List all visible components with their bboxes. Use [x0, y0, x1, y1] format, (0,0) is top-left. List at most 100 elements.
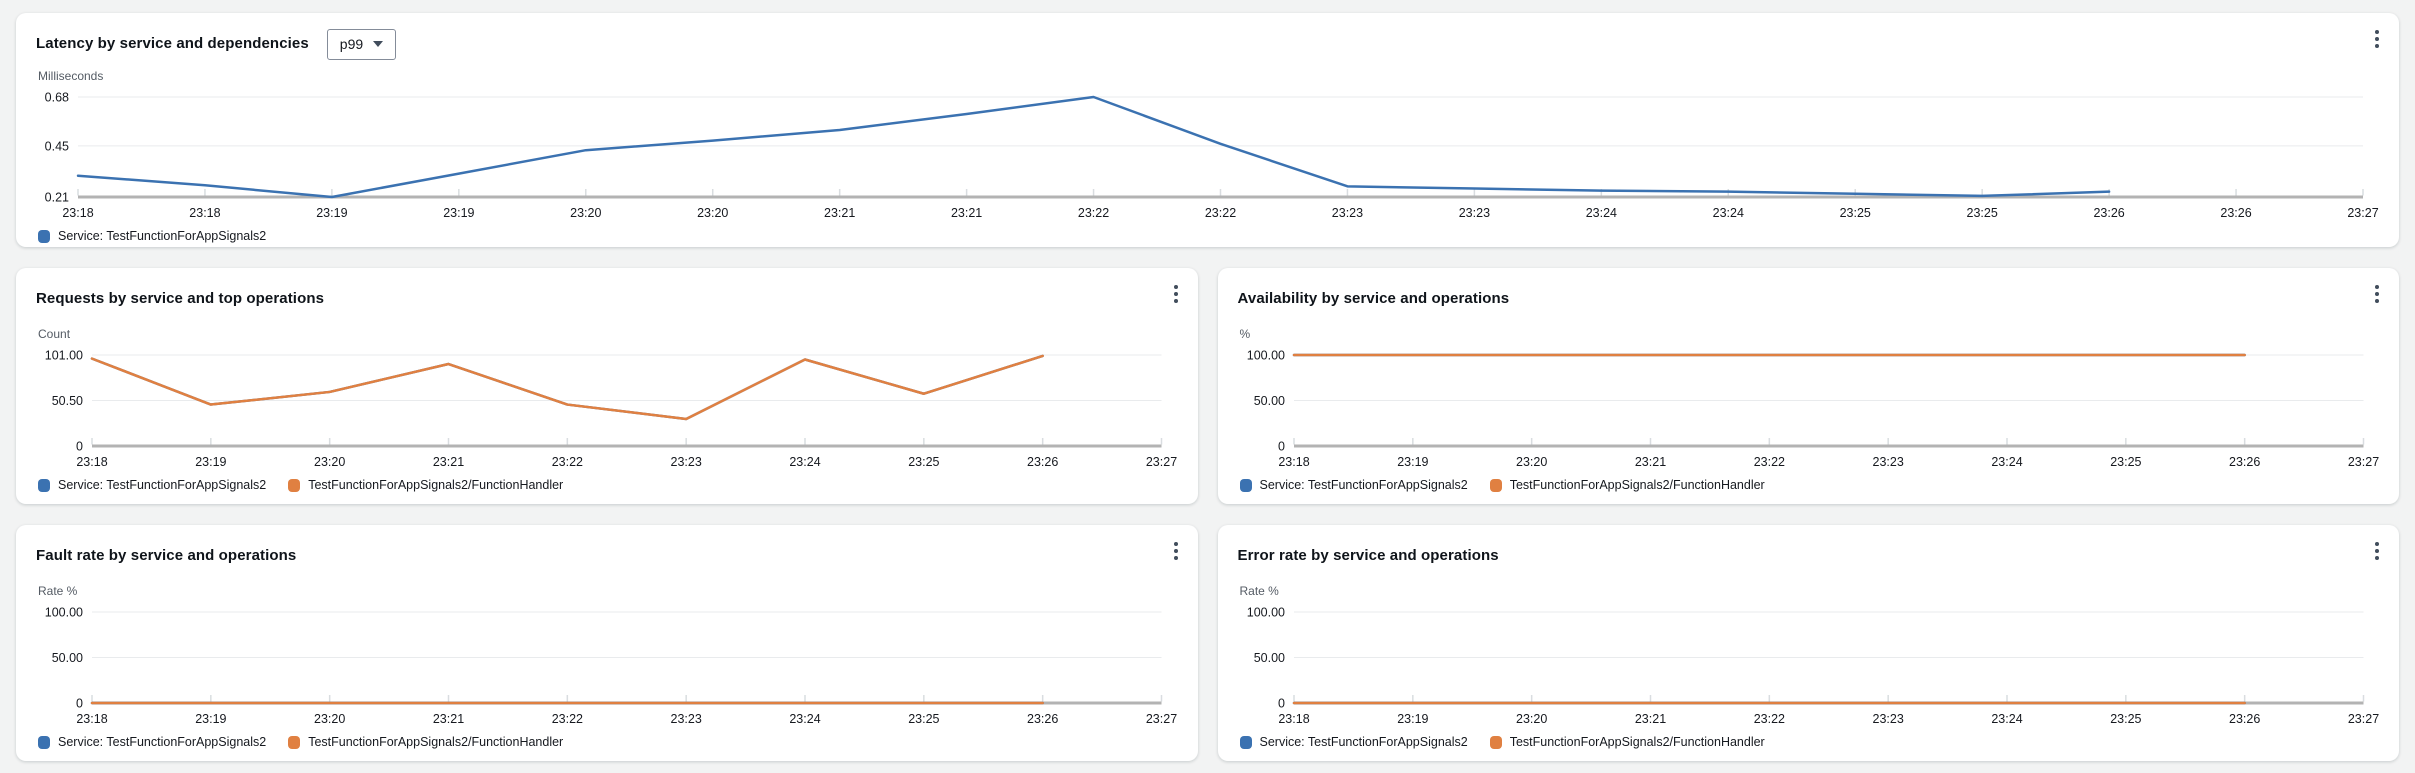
chart-legend: Service: TestFunctionForAppSignals2 TestF… [38, 478, 1178, 492]
kebab-dot-icon [2375, 30, 2379, 34]
requests-widget: Requests by service and top operations C… [16, 268, 1198, 504]
widget-header: Requests by service and top operations [36, 284, 1178, 314]
widget-title: Requests by service and top operations [36, 290, 325, 307]
x-tick-label: 23:23 [671, 455, 702, 469]
chart-legend: Service: TestFunctionForAppSignals2 TestF… [1239, 735, 2380, 749]
x-tick-label: 23:19 [1397, 455, 1428, 469]
x-tick-label: 23:22 [552, 455, 583, 469]
fault-rate-widget: Fault rate by service and operations Rat… [16, 525, 1198, 761]
legend-marker-icon [288, 735, 301, 749]
x-tick-label: 23:26 [1027, 455, 1058, 469]
widget-title: Error rate by service and operations [1237, 547, 1499, 564]
y-tick-label: 0 [1278, 697, 1285, 711]
legend-item[interactable]: Service: TestFunctionForAppSignals2 [1239, 478, 1468, 492]
legend-item[interactable]: Service: TestFunctionForAppSignals2 [1239, 735, 1468, 749]
percentile-select[interactable]: p99 [326, 28, 397, 60]
legend-item[interactable]: Service: TestFunctionForAppSignals2 [38, 478, 266, 492]
widget-title: Fault rate by service and operations [36, 547, 297, 564]
x-tick-label: 23:24 [1713, 206, 1744, 220]
x-tick-label: 23:19 [195, 712, 226, 726]
x-tick-label: 23:18 [62, 206, 93, 220]
x-tick-label: 23:26 [2229, 455, 2260, 469]
chart-legend: Service: TestFunctionForAppSignals2 [38, 229, 2379, 243]
widget-menu-button[interactable] [2367, 535, 2387, 567]
widget-header: Availability by service and operations [1238, 284, 2380, 314]
x-tick-label: 23:20 [314, 455, 345, 469]
widget-menu-button[interactable] [1166, 535, 1186, 567]
percentile-select-value: p99 [339, 36, 364, 52]
chart-legend: Service: TestFunctionForAppSignals2 TestF… [1239, 478, 2380, 492]
widget-title: Latency by service and dependencies [36, 35, 309, 52]
x-tick-label: 23:19 [316, 206, 347, 220]
legend-marker-icon [1239, 478, 1252, 492]
x-tick-label: 23:26 [2093, 206, 2124, 220]
legend-label: TestFunctionForAppSignals2/FunctionHandl… [308, 735, 564, 749]
x-tick-label: 23:21 [1634, 712, 1665, 726]
fault-rate-chart[interactable]: 100.00 50.00 023:18 23:19 23:20 23:21 23:22 23:… [36, 604, 1178, 729]
x-tick-label: 23:21 [1634, 455, 1665, 469]
x-tick-label: 23:26 [2229, 712, 2260, 726]
kebab-dot-icon [2375, 37, 2379, 41]
x-tick-label: 23:18 [1278, 455, 1309, 469]
legend-item[interactable]: Service: TestFunctionForAppSignals2 [38, 735, 266, 749]
y-tick-label: 0.68 [45, 91, 69, 105]
x-tick-label: 23:22 [552, 712, 583, 726]
legend-marker-icon [288, 478, 301, 492]
y-tick-label: 50.00 [1253, 651, 1284, 665]
requests-chart[interactable]: 101.00 50.50 023:18 23:19 23:20 23:21 23:22 23:… [36, 347, 1178, 472]
legend-item[interactable]: Service: TestFunctionForAppSignals2 [38, 229, 266, 243]
kebab-dot-icon [2375, 292, 2379, 296]
y-axis-unit-label: % [1239, 327, 1251, 341]
y-tick-label: 0.45 [45, 139, 69, 153]
x-tick-label: 23:21 [433, 712, 464, 726]
x-tick-label: 23:26 [1027, 712, 1058, 726]
x-tick-label: 23:27 [2347, 206, 2378, 220]
y-tick-label: 50.50 [52, 394, 83, 408]
x-tick-label: 23:20 [1516, 455, 1547, 469]
legend-label: TestFunctionForAppSignals2/FunctionHandl… [1509, 735, 1765, 749]
x-tick-label: 23:24 [1991, 712, 2022, 726]
x-tick-label: 23:18 [189, 206, 220, 220]
x-tick-label: 23:24 [789, 712, 820, 726]
x-tick-label: 23:27 [2347, 455, 2378, 469]
widget-menu-button[interactable] [1166, 278, 1186, 310]
legend-item[interactable]: TestFunctionForAppSignals2/FunctionHandl… [1489, 735, 1765, 749]
x-tick-label: 23:23 [1332, 206, 1363, 220]
legend-label: TestFunctionForAppSignals2/FunctionHandl… [308, 478, 564, 492]
x-tick-label: 23:22 [1078, 206, 1109, 220]
x-tick-label: 23:20 [1516, 712, 1547, 726]
x-tick-label: 23:25 [908, 455, 939, 469]
x-tick-label: 23:22 [1753, 455, 1784, 469]
widget-menu-button[interactable] [2367, 278, 2387, 310]
x-tick-label: 23:27 [1146, 712, 1177, 726]
y-axis-unit-label: Rate % [1239, 584, 1279, 598]
error-rate-chart[interactable]: 100.00 50.00 023:18 23:19 23:20 23:21 23:22 23:… [1238, 604, 2380, 729]
legend-marker-icon [38, 735, 50, 749]
legend-item[interactable]: TestFunctionForAppSignals2/FunctionHandl… [288, 735, 563, 749]
y-tick-label: 50.00 [1253, 394, 1284, 408]
kebab-dot-icon [2375, 285, 2379, 289]
x-tick-label: 23:25 [2110, 712, 2141, 726]
widget-menu-button[interactable] [2367, 23, 2387, 55]
legend-label: Service: TestFunctionForAppSignals2 [58, 229, 267, 243]
legend-label: Service: TestFunctionForAppSignals2 [1259, 478, 1468, 492]
caret-down-icon [373, 41, 384, 47]
widget-title: Availability by service and operations [1237, 290, 1510, 307]
x-tick-label: 23:23 [1872, 712, 1903, 726]
legend-label: Service: TestFunctionForAppSignals2 [1259, 735, 1468, 749]
error-rate-widget: Error rate by service and operations Rat… [1217, 525, 2399, 761]
y-tick-label: 100.00 [45, 606, 83, 620]
kebab-dot-icon [2375, 542, 2379, 546]
kebab-dot-icon [2375, 556, 2379, 560]
chart-legend: Service: TestFunctionForAppSignals2 TestF… [38, 735, 1178, 749]
kebab-dot-icon [1173, 285, 1178, 289]
x-tick-label: 23:19 [443, 206, 474, 220]
y-tick-label: 0 [1278, 440, 1285, 454]
availability-chart[interactable]: 100.00 50.00 023:18 23:19 23:20 23:21 23:22 23:… [1238, 347, 2380, 472]
legend-item[interactable]: TestFunctionForAppSignals2/FunctionHandl… [1489, 478, 1765, 492]
x-tick-label: 23:23 [1459, 206, 1490, 220]
legend-item[interactable]: TestFunctionForAppSignals2/FunctionHandl… [288, 478, 563, 492]
kebab-dot-icon [1173, 542, 1178, 546]
